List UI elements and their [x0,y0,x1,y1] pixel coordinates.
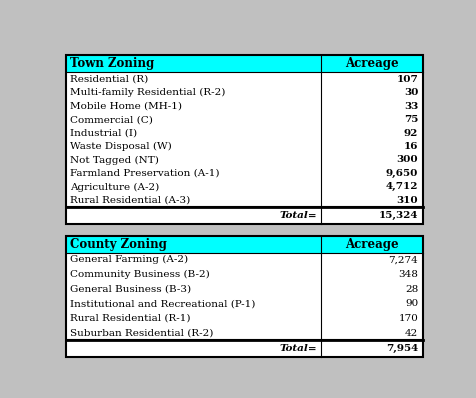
Text: 4,712: 4,712 [385,182,417,191]
Bar [66,140,422,153]
Bar [66,126,422,140]
Text: 9,650: 9,650 [385,169,417,178]
Bar [66,326,422,340]
Text: Residential (R): Residential (R) [70,75,148,84]
Text: Multi-family Residential (R-2): Multi-family Residential (R-2) [70,88,225,97]
Bar [66,236,422,253]
Text: Acreage: Acreage [344,57,398,70]
Text: Agriculture (A-2): Agriculture (A-2) [70,182,159,191]
Bar [66,55,422,72]
Text: Mobile Home (MH-1): Mobile Home (MH-1) [70,101,182,111]
Bar [66,297,422,311]
Text: Town Zoning: Town Zoning [70,57,154,70]
Bar [66,153,422,167]
Text: 75: 75 [403,115,417,124]
Text: 7,274: 7,274 [387,256,417,264]
Text: 33: 33 [403,101,417,111]
Text: County Zoning: County Zoning [70,238,167,251]
Text: Rural Residential (A-3): Rural Residential (A-3) [70,196,190,205]
Text: Farmland Preservation (A-1): Farmland Preservation (A-1) [70,169,219,178]
Bar [66,167,422,180]
Text: 92: 92 [403,129,417,138]
Text: 16: 16 [403,142,417,151]
Text: General Business (B-3): General Business (B-3) [70,285,191,294]
Text: 30: 30 [403,88,417,97]
Text: Community Business (B-2): Community Business (B-2) [70,270,209,279]
Bar [66,100,422,113]
Text: Not Tagged (NT): Not Tagged (NT) [70,156,159,164]
Bar [66,194,422,207]
Bar [66,236,422,357]
Bar [66,253,422,267]
Bar [66,267,422,282]
Text: Waste Disposal (W): Waste Disposal (W) [70,142,171,151]
Text: 300: 300 [396,156,417,164]
Text: Institutional and Recreational (P-1): Institutional and Recreational (P-1) [70,299,255,308]
Text: 310: 310 [396,196,417,205]
Bar [66,72,422,86]
Bar [66,207,422,224]
Text: Rural Residential (R-1): Rural Residential (R-1) [70,314,190,323]
Bar [66,55,422,224]
Text: Acreage: Acreage [344,238,398,251]
Bar [66,113,422,126]
Text: Total=: Total= [279,211,317,220]
Text: 170: 170 [397,314,417,323]
Text: Industrial (I): Industrial (I) [70,129,137,138]
Text: Commercial (C): Commercial (C) [70,115,152,124]
Text: 42: 42 [404,328,417,338]
Text: 28: 28 [404,285,417,294]
Text: 107: 107 [396,75,417,84]
Text: Total=: Total= [279,344,317,353]
Bar [66,282,422,297]
Text: 15,324: 15,324 [378,211,417,220]
Text: 348: 348 [397,270,417,279]
Text: 7,954: 7,954 [385,344,417,353]
Bar [66,180,422,194]
Text: 90: 90 [404,299,417,308]
Text: Suburban Residential (R-2): Suburban Residential (R-2) [70,328,213,338]
Bar [66,340,422,357]
Bar [66,311,422,326]
Bar [66,86,422,100]
Text: General Farming (A-2): General Farming (A-2) [70,256,188,264]
